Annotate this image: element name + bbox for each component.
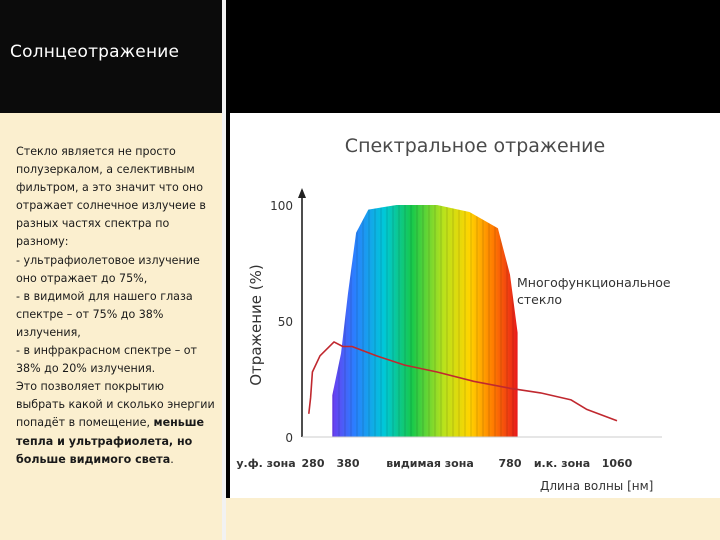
- body-paragraph-conclusion: Это позволяет покрытию выбрать какой и с…: [16, 378, 216, 468]
- y-tick-label: 0: [285, 431, 293, 445]
- spectrum-band: [332, 205, 518, 437]
- curve-annotation-line-2: стекло: [517, 292, 562, 307]
- slide-body: Стекло является не просто полузеркалом, …: [16, 143, 216, 469]
- header-background: [226, 0, 720, 113]
- panel-divider: [222, 0, 226, 540]
- body-conclusion-emphasis: меньше тепла и ультрафиолета, но больше …: [16, 416, 205, 466]
- chart-panel: Спектральное отражение 0 50 100 у.ф. зона 2…: [230, 113, 720, 498]
- body-paragraph-ir: - в инфракрасном спектре – от 38% до 20%…: [16, 344, 198, 376]
- x-axis-label: Длина волны [нм]: [540, 479, 653, 493]
- y-tick-label: 100: [270, 199, 293, 213]
- chart-series: [308, 341, 618, 422]
- title-bar: [0, 0, 222, 113]
- x-tick-label: и.к. зона: [534, 457, 590, 470]
- y-tick-label: 50: [278, 315, 293, 329]
- slide-title: Солнцеотражение: [10, 42, 180, 62]
- footer-background: [226, 498, 720, 540]
- curve-annotation-line-1: Многофункциональное: [517, 275, 671, 290]
- spectral-reflection-chart: Спектральное отражение 0 50 100 у.ф. зона 2…: [236, 135, 671, 493]
- reflection-curve: [308, 341, 618, 422]
- x-tick-label: у.ф. зона: [236, 457, 295, 470]
- x-tick-labels: у.ф. зона 280 380 видимая зона 780 и.к. зона 1…: [236, 457, 632, 470]
- chart-title: Спектральное отражение: [345, 135, 605, 157]
- y-tick-labels: 0 50 100: [270, 199, 293, 445]
- y-axis-arrow-icon: [298, 188, 306, 198]
- x-tick-label: 380: [337, 457, 360, 470]
- x-tick-label: 1060: [602, 457, 633, 470]
- spectrum-band-stripes: [332, 205, 518, 437]
- body-paragraph-visible: - в видимой для нашего глаза спектре – о…: [16, 289, 193, 339]
- x-tick-label: 280: [302, 457, 325, 470]
- body-conclusion-end: .: [170, 452, 174, 466]
- x-tick-label: видимая зона: [386, 457, 474, 470]
- x-tick-label: 780: [499, 457, 522, 470]
- text-panel: [0, 113, 222, 540]
- body-conclusion-text: Это позволяет покрытию выбрать какой и с…: [16, 380, 215, 430]
- body-paragraph-intro: Стекло является не просто полузеркалом, …: [16, 145, 206, 249]
- y-axis-label: Отражение (%): [247, 264, 265, 386]
- chart-axes: [298, 188, 662, 438]
- body-paragraph-uv: - ультрафиолетовое излучение оно отражае…: [16, 253, 200, 285]
